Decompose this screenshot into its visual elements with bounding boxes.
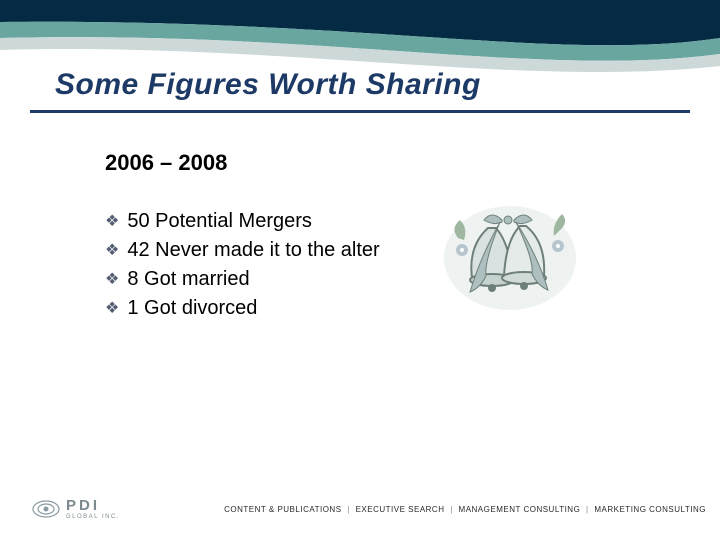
footer-link: CONTENT & PUBLICATIONS xyxy=(224,505,341,514)
bullet-glyph-icon: ❖ xyxy=(105,214,119,230)
bullet-text: 50 Potential Mergers xyxy=(127,210,312,233)
bullet-text: 42 Never made it to the alter xyxy=(127,239,379,262)
slide: Some Figures Worth Sharing 2006 – 2008 ❖… xyxy=(0,0,720,540)
title-underline xyxy=(30,110,690,113)
bullet-item: ❖ 1 Got divorced xyxy=(105,297,380,320)
footer-link: MANAGEMENT CONSULTING xyxy=(459,505,581,514)
slide-title: Some Figures Worth Sharing xyxy=(55,68,481,102)
logo-text: PDI GLOBAL INC. xyxy=(66,498,120,520)
logo-small: GLOBAL INC. xyxy=(66,514,120,520)
separator-icon: | xyxy=(347,505,350,514)
bullet-glyph-icon: ❖ xyxy=(105,272,119,288)
logo-big: PDI xyxy=(66,498,120,513)
footer-link: MARKETING CONSULTING xyxy=(594,505,706,514)
logo-mark-icon xyxy=(32,498,60,520)
logo: PDI GLOBAL INC. xyxy=(32,498,120,520)
separator-icon: | xyxy=(450,505,453,514)
bullet-text: 8 Got married xyxy=(127,268,249,291)
footer-links: CONTENT & PUBLICATIONS | EXECUTIVE SEARC… xyxy=(224,505,706,514)
bullet-glyph-icon: ❖ xyxy=(105,301,119,317)
wedding-bells-icon xyxy=(440,198,580,318)
bullet-item: ❖ 8 Got married xyxy=(105,268,380,291)
separator-icon: | xyxy=(586,505,589,514)
footer-link: EXECUTIVE SEARCH xyxy=(356,505,445,514)
bullet-glyph-icon: ❖ xyxy=(105,243,119,259)
bullet-item: ❖ 50 Potential Mergers xyxy=(105,210,380,233)
footer: PDI GLOBAL INC. CONTENT & PUBLICATIONS |… xyxy=(0,498,720,520)
bullet-item: ❖ 42 Never made it to the alter xyxy=(105,239,380,262)
subheading: 2006 – 2008 xyxy=(105,150,227,176)
title-wrap: Some Figures Worth Sharing xyxy=(55,68,481,102)
bullet-text: 1 Got divorced xyxy=(127,297,257,320)
bullet-list: ❖ 50 Potential Mergers ❖ 42 Never made i… xyxy=(105,210,380,326)
